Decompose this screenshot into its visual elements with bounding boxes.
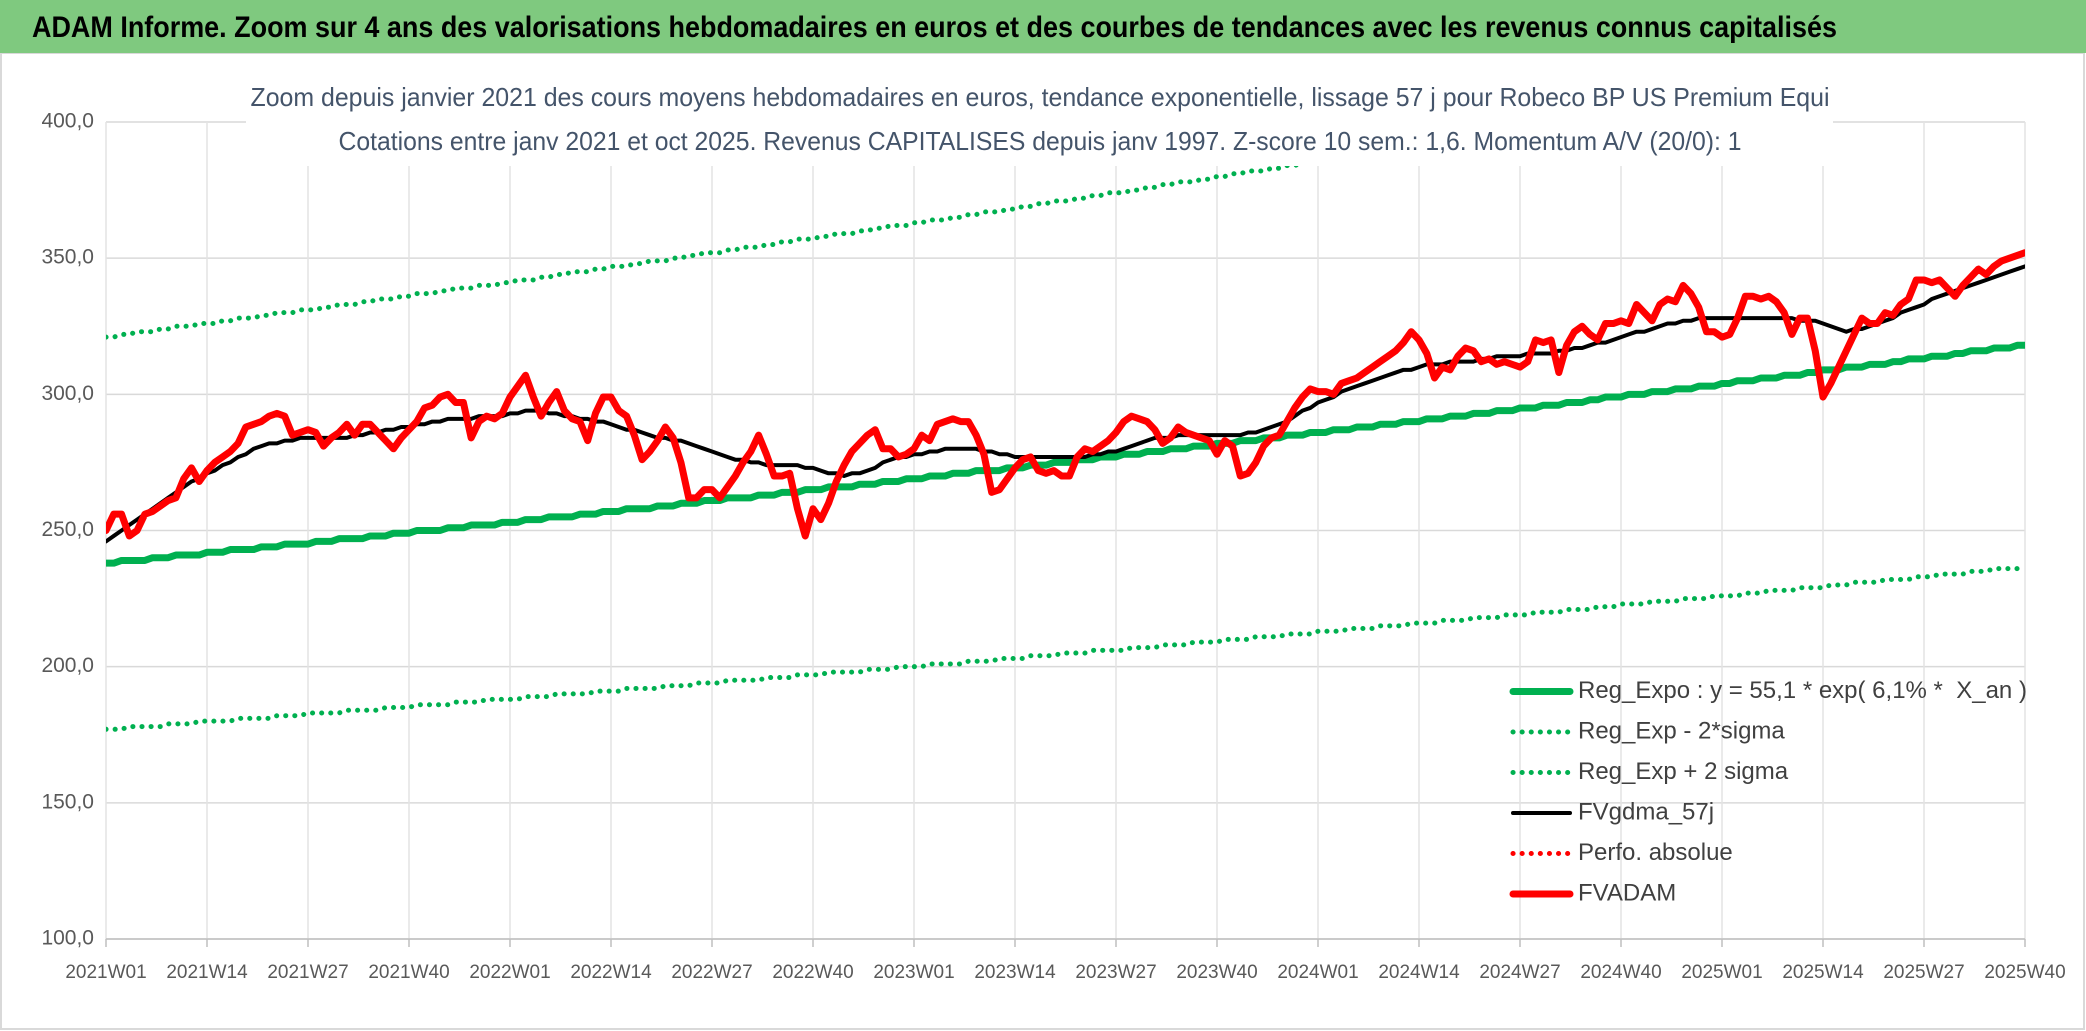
subtitle-box	[246, 80, 1833, 166]
x-tick-label: 2024W14	[1378, 962, 1460, 983]
x-tick-label: 2022W27	[671, 962, 752, 983]
x-tick-label: 2025W14	[1782, 962, 1864, 983]
y-tick-label: 350,0	[41, 246, 94, 269]
legend: Reg_Expo : y = 55,1 * exp( 6,1% * X_an )…	[1509, 677, 2027, 906]
x-tick-label: 2025W40	[1984, 962, 2065, 983]
subtitle: Zoom depuis janvier 2021 des cours moyen…	[251, 82, 1830, 112]
x-tick-label: 2022W01	[469, 962, 550, 983]
x-tick-label: 2025W01	[1681, 962, 1762, 983]
series-line	[106, 249, 2025, 540]
grid: 100,0 150,0 200,0 250,0 300,0 350,0 400,0 2021W…	[41, 110, 2065, 983]
title-banner	[0, 0, 2086, 53]
x-tick-label: 2024W27	[1479, 962, 1560, 983]
x-tick-label: 2023W14	[974, 962, 1056, 983]
y-tick-label: 250,0	[41, 518, 94, 541]
legend-label: Perfo. absolue	[1578, 839, 1733, 866]
x-tick-label: 2021W40	[368, 962, 449, 983]
series-line	[106, 563, 2025, 732]
legend-label: Reg_Exp - 2*sigma	[1578, 717, 1785, 744]
x-tick-label: 2023W40	[1176, 962, 1257, 983]
series-line	[106, 122, 1575, 340]
legend-label: Reg_Exp + 2 sigma	[1578, 758, 1789, 785]
x-tick-label: 2021W01	[65, 962, 146, 983]
x-tick-label: 2021W27	[267, 962, 348, 983]
legend-label: Reg_Expo : y = 55,1 * exp( 6,1% * X_an )	[1578, 677, 2027, 704]
y-tick-label: 300,0	[41, 382, 94, 405]
x-tick-label: 2021W14	[166, 962, 248, 983]
x-tick-label: 2024W40	[1580, 962, 1661, 983]
legend-label: FVADAM	[1578, 879, 1676, 906]
subtitle: Cotations entre janv 2021 et oct 2025. R…	[339, 126, 1742, 156]
plot-lines	[106, 122, 2025, 732]
legend-label: FVgdma_57j	[1578, 798, 1714, 825]
x-tick-label: 2022W40	[772, 962, 853, 983]
x-tick-label: 2022W14	[570, 962, 652, 983]
y-tick-label: 400,0	[41, 110, 94, 133]
x-tick-label: 2023W27	[1075, 962, 1156, 983]
chart-title: ADAM Informe. Zoom sur 4 ans des valoris…	[32, 11, 1837, 44]
x-tick-label: 2023W01	[873, 962, 954, 983]
x-tick-label: 2025W27	[1883, 962, 1964, 983]
y-tick-label: 100,0	[41, 927, 94, 950]
y-tick-label: 150,0	[41, 790, 94, 813]
x-tick-label: 2024W01	[1277, 962, 1358, 983]
y-tick-label: 200,0	[41, 654, 94, 677]
series-line	[106, 341, 2025, 567]
